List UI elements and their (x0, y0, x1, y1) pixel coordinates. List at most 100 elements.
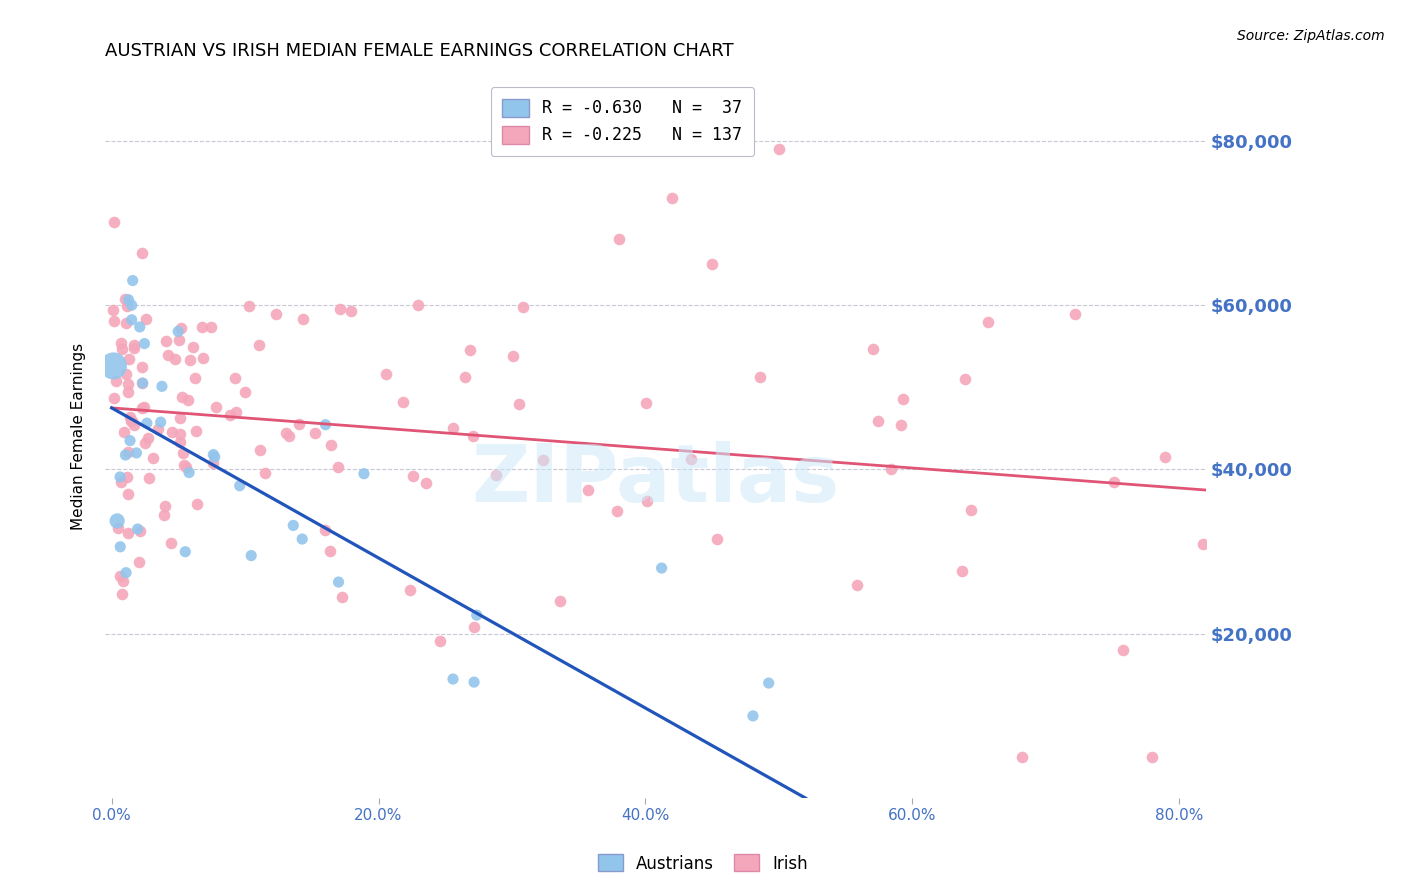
Point (353, 467, 375, 481)
Point (636, 494, 658, 508)
Point (121, 414, 143, 428)
Point (531, 453, 554, 467)
Point (184, 424, 207, 438)
Point (321, 438, 343, 452)
Point (508, 397, 530, 411)
Point (465, 608, 488, 623)
Point (749, 369, 772, 384)
Point (700, 257, 723, 271)
Point (679, 452, 702, 467)
Point (157, 348, 180, 362)
Point (117, 445, 139, 459)
Point (117, 384, 139, 399)
Point (392, 394, 415, 409)
Point (485, 468, 508, 483)
Point (862, 343, 884, 357)
Point (202, 456, 225, 470)
Point (160, 425, 183, 440)
Point (406, 298, 429, 312)
Point (283, 518, 305, 533)
Point (891, 392, 914, 406)
Point (172, 446, 194, 460)
Point (120, 414, 142, 428)
Point (742, 709, 765, 723)
Point (200, 320, 222, 334)
Point (131, 360, 153, 375)
Point (173, 458, 195, 472)
Point (108, 569, 131, 583)
Point (454, 369, 477, 384)
Point (191, 319, 214, 334)
Point (191, 351, 214, 365)
Point (186, 497, 208, 511)
Point (132, 400, 155, 414)
Point (319, 544, 342, 558)
Text: Source: ZipAtlas.com: Source: ZipAtlas.com (1237, 29, 1385, 43)
Point (105, 514, 128, 528)
Point (276, 425, 298, 440)
Point (118, 410, 141, 425)
Point (169, 434, 191, 449)
Point (1140, 750, 1163, 764)
Point (169, 410, 191, 425)
Point (128, 555, 150, 569)
Point (233, 385, 256, 400)
Point (169, 426, 191, 441)
Point (131, 246, 153, 260)
Point (134, 311, 156, 326)
Point (152, 508, 174, 522)
Point (429, 633, 451, 648)
Point (177, 393, 200, 408)
Point (977, 315, 1000, 329)
Point (128, 524, 150, 539)
Point (167, 325, 190, 339)
Point (330, 590, 353, 604)
Point (118, 434, 141, 448)
Point (607, 232, 630, 246)
Point (329, 301, 352, 316)
Point (1112, 643, 1135, 657)
Point (661, 191, 683, 205)
Point (399, 582, 422, 597)
Point (461, 429, 484, 443)
Point (1153, 450, 1175, 465)
Point (174, 545, 197, 559)
Point (174, 460, 197, 475)
Point (606, 504, 628, 518)
Point (846, 578, 869, 592)
Point (117, 525, 139, 540)
Point (463, 620, 485, 634)
Point (121, 313, 143, 327)
Point (1064, 307, 1087, 321)
Point (121, 298, 143, 312)
Point (441, 421, 464, 435)
Point (240, 549, 263, 563)
Point (122, 418, 145, 433)
Point (249, 443, 271, 458)
Point (315, 417, 337, 432)
Point (111, 587, 134, 601)
Point (512, 300, 534, 314)
Point (131, 401, 153, 415)
Point (953, 372, 976, 386)
Point (103, 391, 125, 405)
Point (103, 214, 125, 228)
Point (163, 352, 186, 367)
Point (148, 422, 170, 436)
Point (228, 479, 250, 493)
Point (326, 460, 349, 475)
Point (124, 337, 146, 351)
Point (548, 594, 571, 608)
Point (153, 499, 176, 513)
Point (115, 299, 138, 313)
Point (108, 470, 131, 484)
Point (131, 376, 153, 390)
Point (868, 414, 890, 428)
Point (138, 470, 160, 484)
Point (651, 561, 673, 575)
Point (167, 333, 190, 347)
Point (117, 293, 139, 307)
Text: AUSTRIAN VS IRISH MEDIAN FEMALE EARNINGS CORRELATION CHART: AUSTRIAN VS IRISH MEDIAN FEMALE EARNINGS… (105, 42, 734, 60)
Point (339, 303, 361, 318)
Point (122, 341, 145, 355)
